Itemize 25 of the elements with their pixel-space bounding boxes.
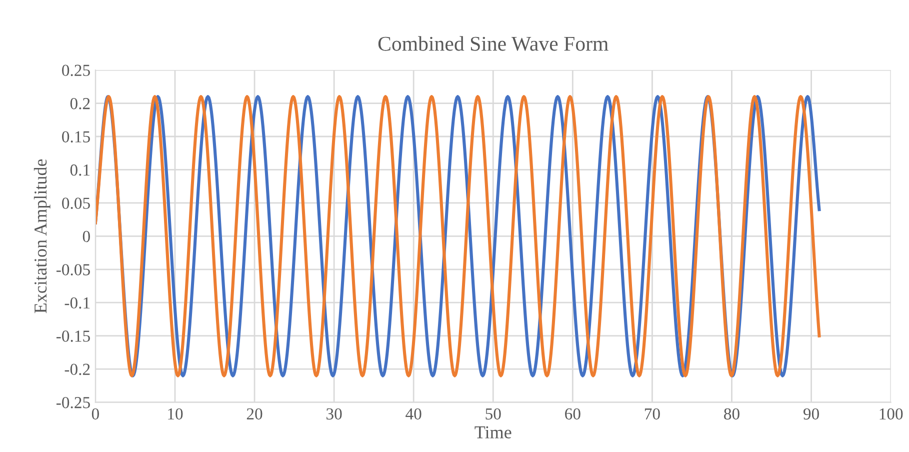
y-tick-label: 0.2 <box>70 98 90 110</box>
x-tick-label: 90 <box>803 408 819 420</box>
x-tick-label: 100 <box>880 408 903 420</box>
y-tick-label: -0.25 <box>56 396 90 408</box>
chart-title: Combined Sine Wave Form <box>378 36 608 51</box>
x-tick-label: 70 <box>644 408 660 420</box>
y-axis-title: Excitation Amplitude <box>34 159 50 314</box>
y-tick-label: 0.25 <box>62 64 90 76</box>
x-tick-label: 10 <box>168 408 183 420</box>
y-tick-label: -0.2 <box>64 364 90 376</box>
y-tick-label: -0.05 <box>56 264 90 276</box>
y-tick-label: 0.15 <box>62 131 90 143</box>
y-tick-label: -0.15 <box>56 330 90 342</box>
y-tick-label: 0.05 <box>62 198 90 209</box>
x-tick-label: 0 <box>92 408 99 420</box>
y-tick-label: -0.1 <box>64 297 90 309</box>
x-tick-label: 20 <box>246 408 262 420</box>
y-tick-label: 0.1 <box>70 164 90 176</box>
x-tick-label: 60 <box>565 408 580 420</box>
y-tick-label: 0 <box>82 230 90 242</box>
x-tick-label: 30 <box>326 408 342 420</box>
x-tick-label: 80 <box>724 408 740 420</box>
x-tick-label: 40 <box>406 408 422 420</box>
x-tick-label: 50 <box>486 408 501 420</box>
x-axis-title: Time <box>474 426 512 438</box>
